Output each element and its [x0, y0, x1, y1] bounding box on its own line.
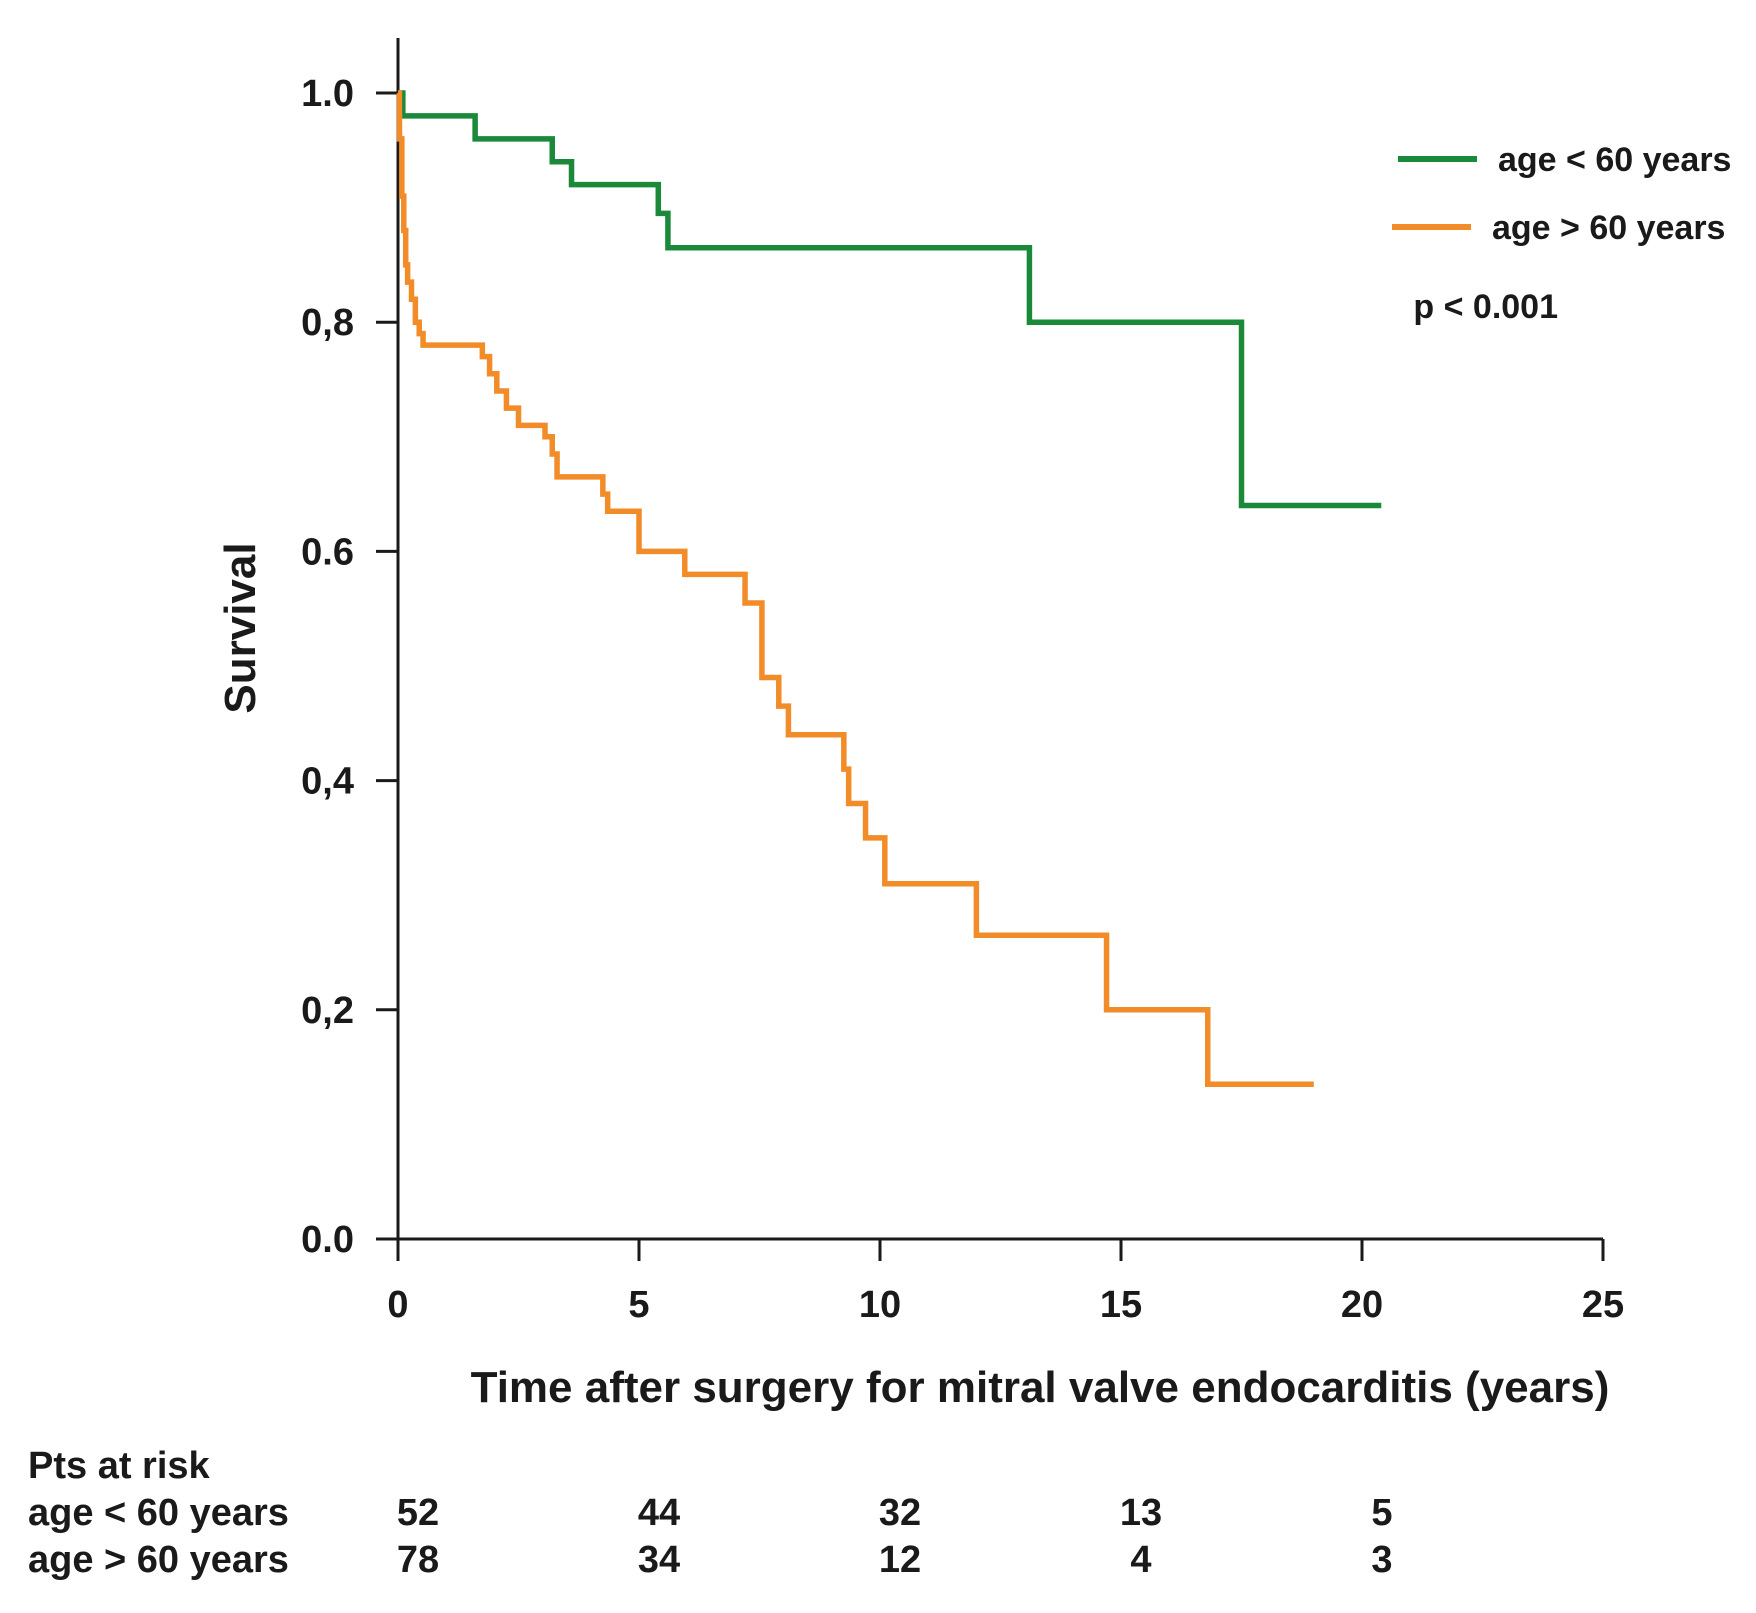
axes	[396, 38, 1603, 1241]
legend: age < 60 years age > 60 years	[1392, 141, 1731, 247]
legend-label-age-over-60: age > 60 years	[1492, 209, 1725, 247]
series-layer	[396, 90, 1382, 1088]
y-tick-label: 0,2	[301, 990, 354, 1032]
survival-curve-age-over-60	[396, 90, 1314, 1088]
risk-value-age-over-60: 4	[1130, 1539, 1151, 1581]
risk-value-age-under-60: 44	[638, 1492, 680, 1534]
ticks: 0.0 0,2 0,4 0.6 0,8 1.0 0 5 10 15 20 25	[301, 73, 1624, 1326]
y-tick-label: 0,4	[301, 761, 354, 803]
risk-value-age-over-60: 34	[638, 1539, 680, 1581]
y-tick-label: 0,8	[301, 302, 354, 344]
risk-value-age-under-60: 13	[1120, 1492, 1162, 1534]
x-tick-label: 20	[1341, 1284, 1383, 1326]
x-tick-label: 15	[1100, 1284, 1142, 1326]
risk-value-age-over-60: 3	[1371, 1539, 1392, 1581]
risk-value-age-over-60: 12	[879, 1539, 921, 1581]
p-value-annotation: p < 0.001	[1413, 288, 1558, 326]
risk-values: 52 44 32 13 5 78 34 12 4 3	[397, 1492, 1393, 1581]
risk-table-title: Pts at risk	[28, 1445, 211, 1487]
x-tick-label: 5	[628, 1284, 649, 1326]
risk-table: Pts at risk age < 60 years age > 60 year…	[28, 1445, 1393, 1581]
x-tick-label: 25	[1582, 1284, 1624, 1326]
x-tick-label: 0	[387, 1284, 408, 1326]
legend-label-age-under-60: age < 60 years	[1498, 141, 1731, 179]
y-axis-title: Survival	[216, 542, 265, 713]
y-tick-label: 0.0	[301, 1219, 354, 1261]
risk-value-age-under-60: 52	[397, 1492, 439, 1534]
risk-value-age-under-60: 5	[1371, 1492, 1392, 1534]
y-tick-label: 0.6	[301, 531, 354, 573]
x-axis-title: Time after surgery for mitral valve endo…	[471, 1363, 1610, 1412]
survival-curve-age-under-60	[398, 90, 1382, 509]
risk-value-age-under-60: 32	[879, 1492, 921, 1534]
y-tick-label: 1.0	[301, 73, 354, 115]
x-tick-label: 10	[859, 1284, 901, 1326]
risk-value-age-over-60: 78	[397, 1539, 439, 1581]
risk-row-label-age-over-60: age > 60 years	[28, 1539, 289, 1581]
risk-row-label-age-under-60: age < 60 years	[28, 1492, 289, 1534]
